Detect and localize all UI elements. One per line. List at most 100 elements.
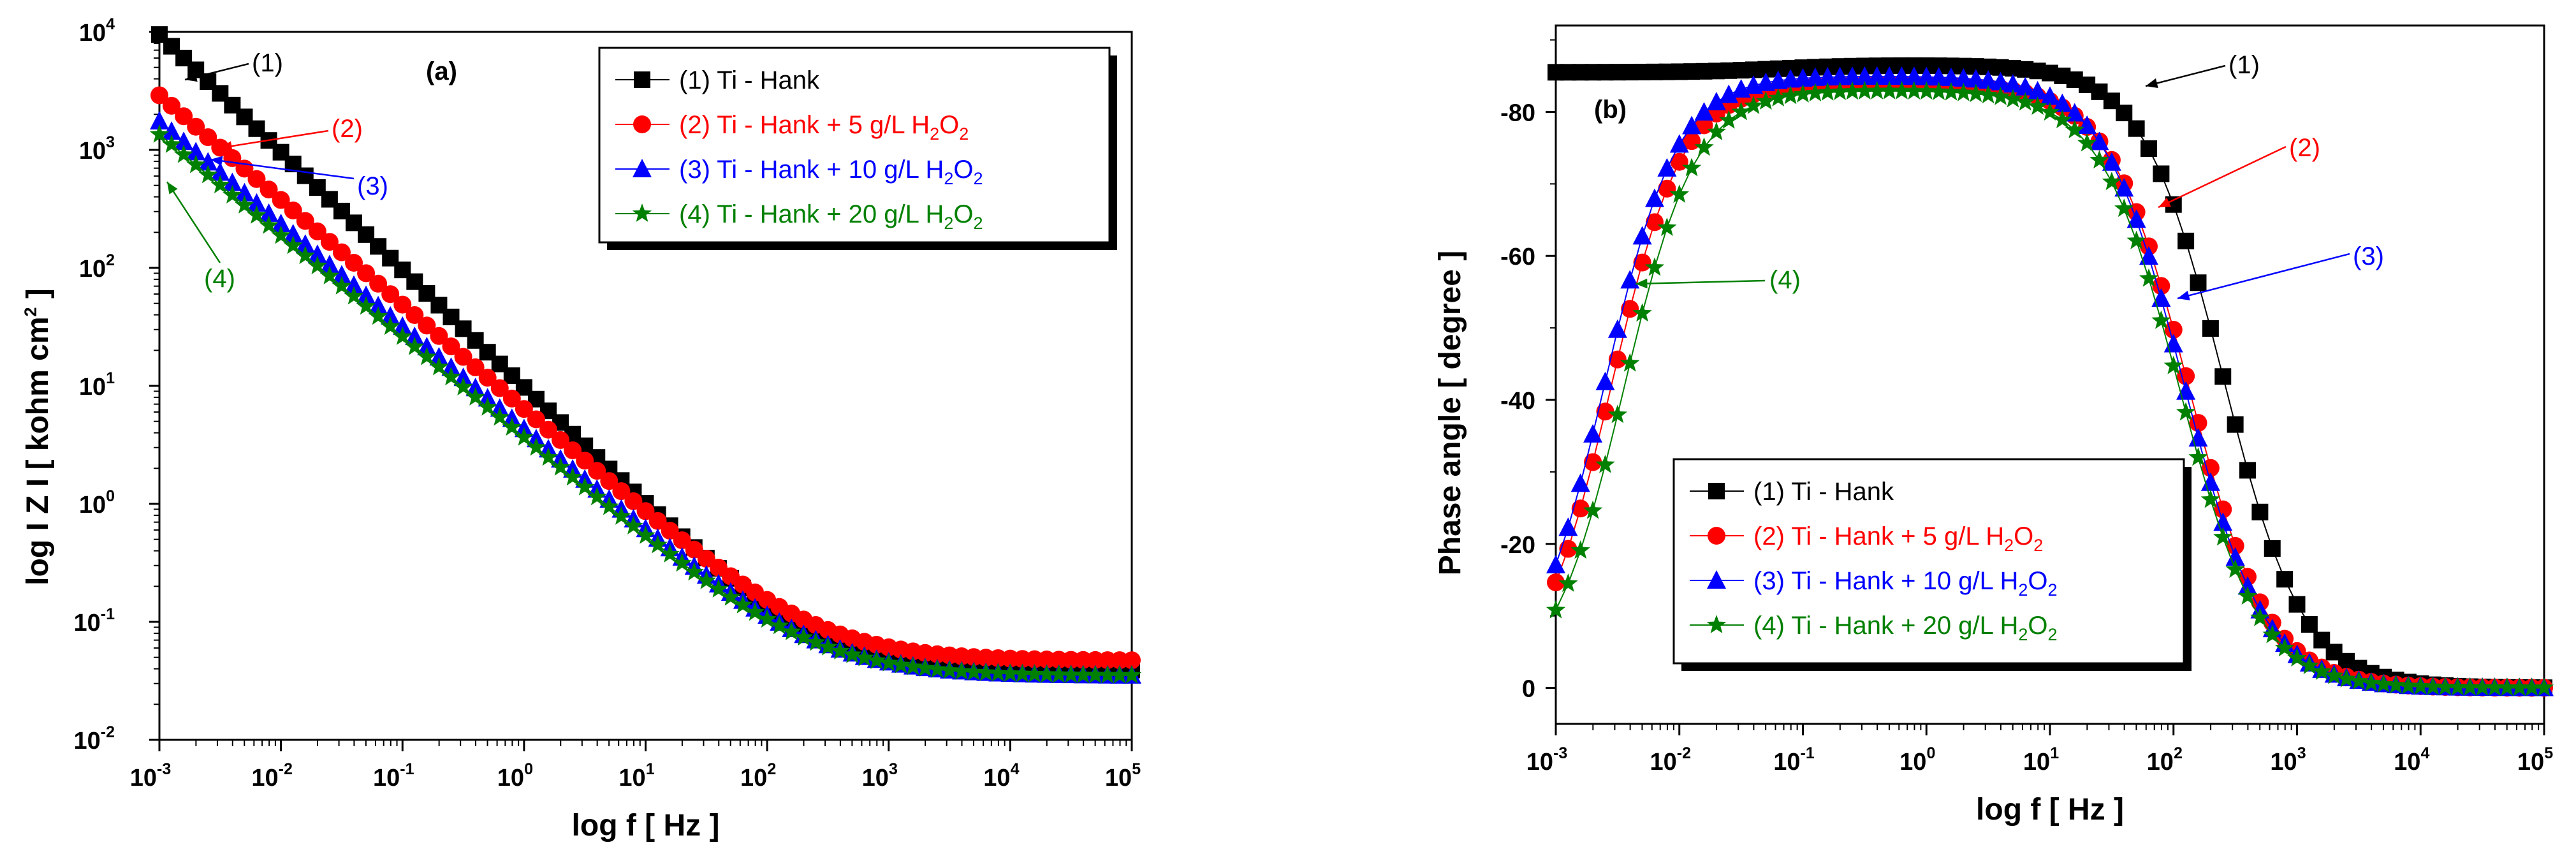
legend-label: (2) Ti - Hank + 5 g/L H2O2 [679,111,969,144]
data-point [660,544,680,563]
data-point [745,602,765,621]
data-point [1966,84,1986,103]
data-point [173,144,194,163]
y-tick-label: 101 [79,369,115,401]
data-point [1793,68,1813,87]
data-point [369,274,388,293]
x-axis-title: log f [ Hz ] [1976,793,2124,827]
data-point [1756,91,1776,110]
data-point [576,452,594,470]
data-point [2200,472,2220,491]
annotation-arrow [2145,64,2226,87]
data-point [1583,423,1603,443]
data-point [259,203,279,222]
data-point [708,578,729,598]
annotation-arrowhead [2146,78,2158,88]
annotation-arrow [210,158,355,180]
data-point [2189,414,2207,432]
data-point [163,96,181,115]
data-point [320,233,339,251]
x-tick-label: 105 [1105,760,1141,791]
data-point [2262,624,2282,644]
data-point [1892,66,1912,85]
data-point [2053,110,2072,128]
data-point [2237,586,2258,605]
data-point [174,131,194,151]
data-point [2077,115,2097,135]
data-point [2016,92,2035,111]
y-tick-label: 0 [1522,676,1535,703]
data-point [672,553,692,572]
data-point [1867,80,1887,99]
data-point [2151,310,2171,329]
legend-marker [1706,615,1727,633]
data-point [1025,664,1044,683]
data-point [2065,119,2084,138]
data-point [1879,80,1899,99]
data-point [1979,70,1998,89]
data-point [964,661,984,681]
data-point [1719,110,1739,129]
data-point [1570,473,1590,492]
data-point [684,562,704,581]
data-point [478,397,497,416]
data-point [1658,179,1676,198]
annotation-arrowhead [167,182,178,195]
data-point [1917,81,1936,100]
data-point [2497,677,2517,696]
data-point [393,327,413,345]
data-point [417,337,437,356]
data-point [283,224,303,243]
y-tick-label: 102 [79,251,115,283]
data-point [599,496,619,515]
data-point [685,540,703,559]
data-point [612,482,631,501]
data-point [283,235,303,254]
data-point [418,316,436,335]
legend-label: (4) Ti - Hank + 20 g/L H2O2 [679,200,983,233]
data-point [2274,638,2295,657]
data-point [2177,232,2195,249]
data-point [466,358,485,376]
data-point [2239,462,2256,479]
y-tick-label: -40 [1500,388,1535,415]
data-point [405,336,425,355]
data-point [441,367,461,386]
data-point [794,627,814,646]
x-tick-label: 103 [862,760,898,791]
x-tick-label: 102 [740,760,776,791]
data-point [235,182,254,202]
y-tick-label: -60 [1500,244,1535,270]
data-point [2227,416,2244,433]
data-point [442,337,460,356]
panel-label: (b) [1594,96,1627,124]
data-point [1830,66,1850,85]
legend-label: (1) Ti - Hank [1753,478,1894,506]
data-point [1669,184,1689,203]
data-point [696,570,716,589]
data-point [1570,540,1590,559]
data-point [2139,268,2159,287]
data-point [1941,82,1961,101]
data-point [2116,105,2133,122]
data-point [624,492,643,510]
annotation-label: (3) [357,172,388,200]
data-point [1855,66,1875,85]
legend-marker [1707,570,1726,589]
data-point [587,487,607,506]
data-point [757,609,777,628]
data-point [430,327,448,345]
data-point [2141,140,2157,158]
data-point [1559,540,1577,558]
data-point [1719,84,1739,103]
data-point [2373,674,2394,693]
x-tick-label: 104 [983,760,1019,791]
data-point [319,254,339,274]
data-point [2053,93,2072,112]
data-point [1620,353,1640,372]
data-point [562,467,583,486]
legend [598,47,1111,244]
data-point [223,172,242,191]
data-point [2176,402,2196,421]
data-point [161,134,182,153]
